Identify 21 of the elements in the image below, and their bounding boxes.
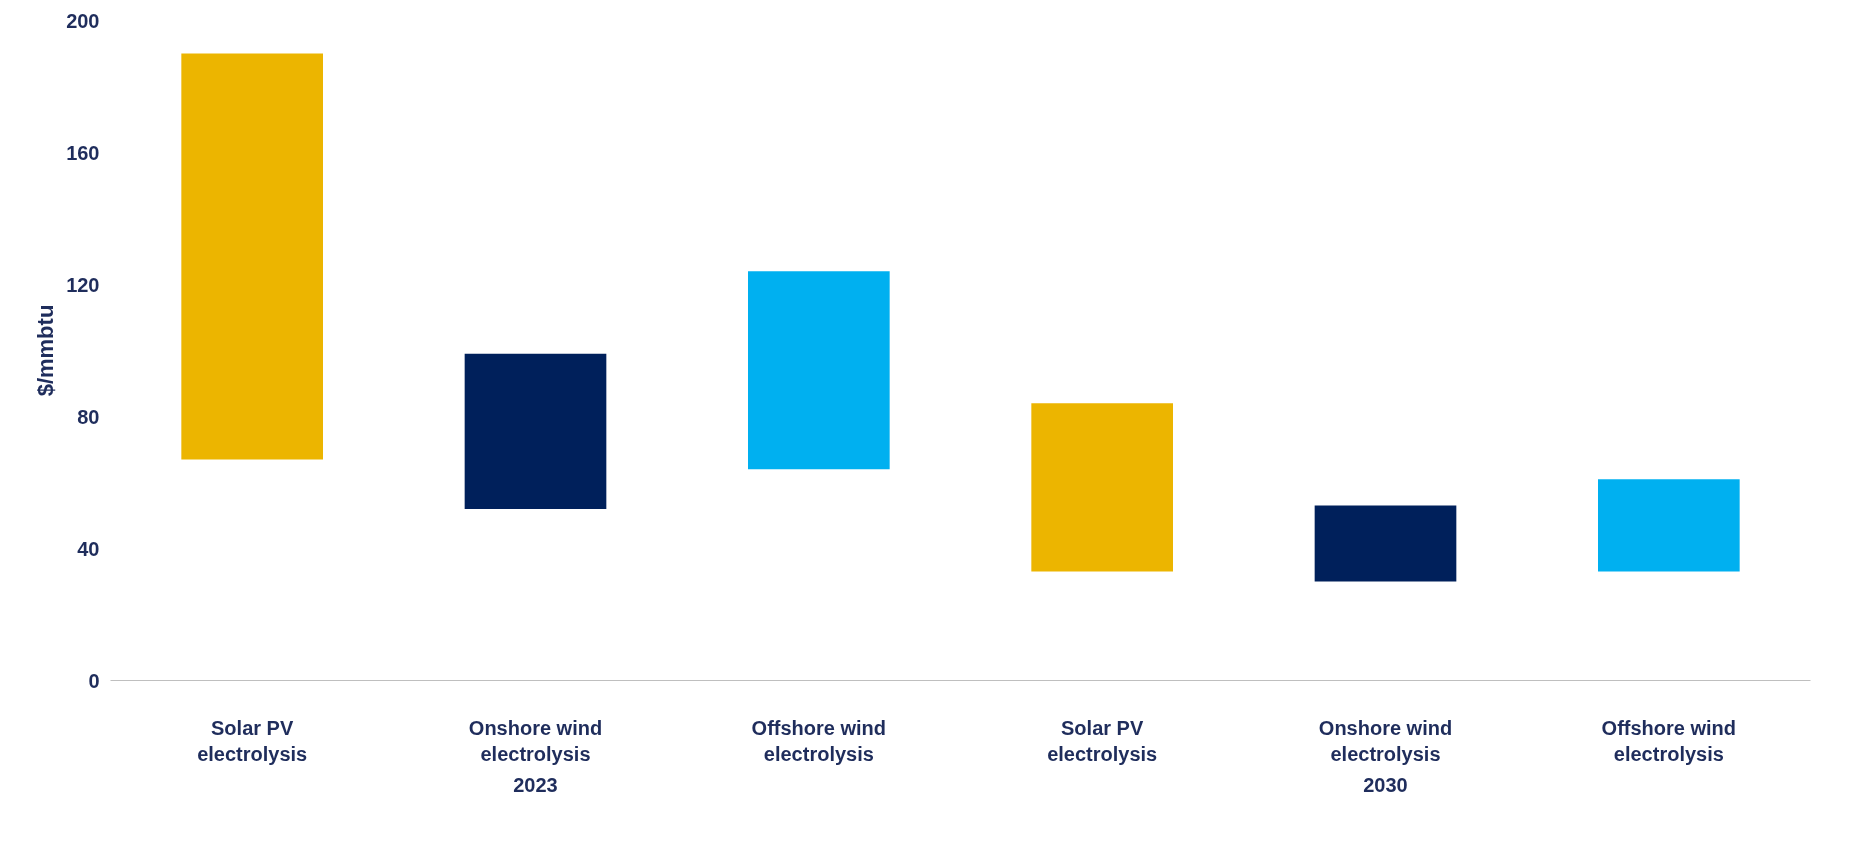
y-tick-label: 120 (66, 273, 100, 296)
bar (1031, 403, 1173, 572)
bar (181, 53, 323, 460)
x-tick-label: Offshore wind electrolysis (751, 716, 887, 765)
bar (464, 353, 607, 509)
y-tick-label: 200 (66, 9, 100, 32)
text: 2023 (513, 773, 558, 796)
y-tick-label: 80 (77, 405, 100, 428)
x-tick-label: Onshore wind electrolysis (1318, 716, 1453, 765)
x-tick-label: Offshore wind electrolysis (1601, 716, 1737, 765)
x-tick-label: Solar PV electrolysis (197, 716, 308, 765)
y-tick-label: 40 (77, 537, 100, 560)
y-axis-title: $/mmbtu (33, 304, 59, 397)
bar (1314, 505, 1457, 582)
bar (1598, 479, 1740, 572)
text: 2030 (1363, 773, 1408, 796)
y-tick-label: 160 (66, 141, 100, 164)
y-tick-label: 0 (88, 669, 100, 692)
x-tick-label: Onshore wind electrolysis (468, 716, 603, 765)
x-tick-label: Solar PV electrolysis (1047, 716, 1158, 765)
bar (748, 271, 890, 470)
